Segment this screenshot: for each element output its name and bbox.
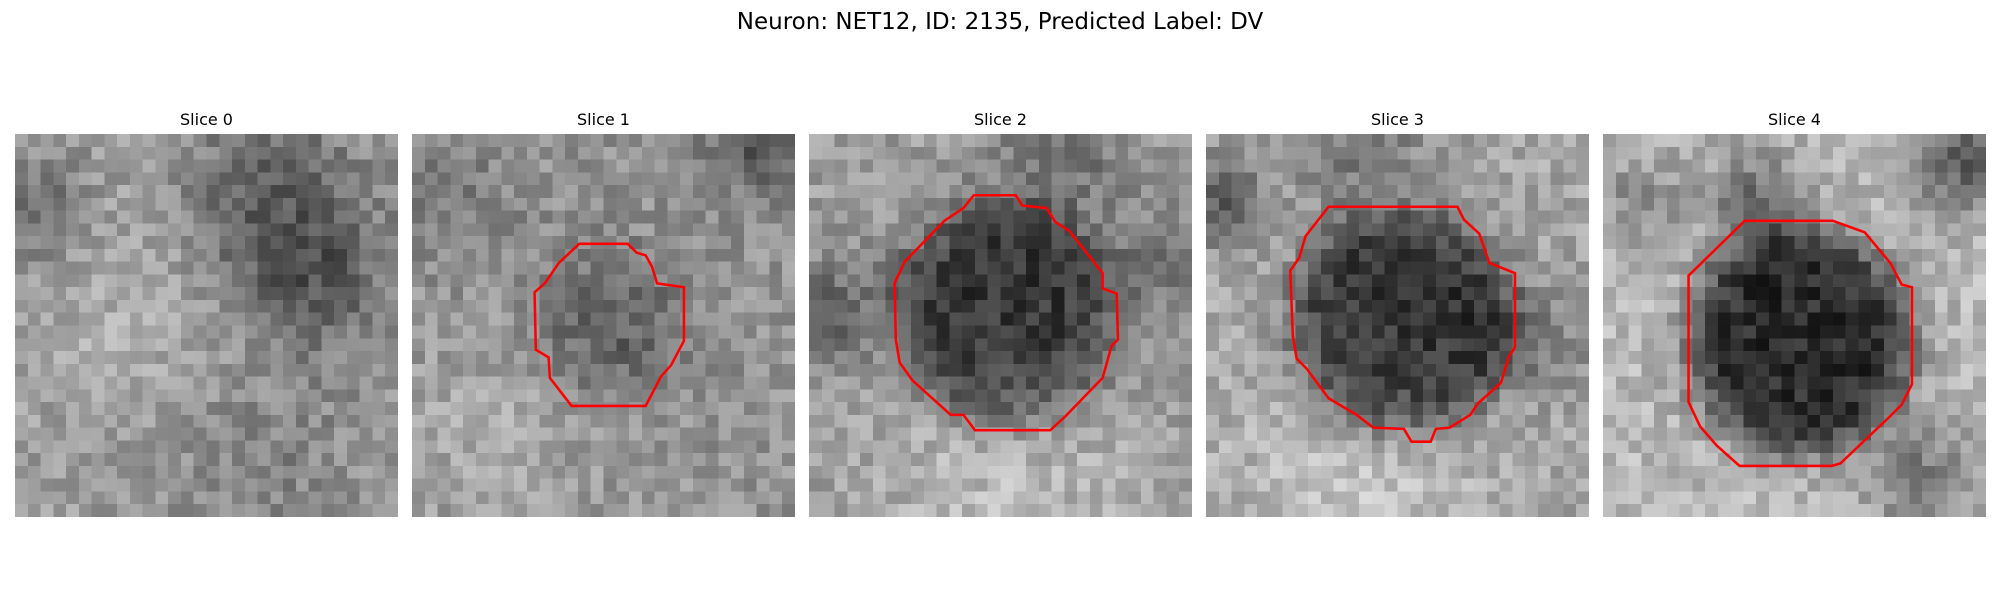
slice-image-0: [15, 134, 398, 517]
slice-image-2: [809, 134, 1192, 517]
slice-title-2: Slice 2: [974, 110, 1027, 129]
slice-title-4: Slice 4: [1768, 110, 1821, 129]
slice-title-3: Slice 3: [1371, 110, 1424, 129]
roi-outline-4: [1687, 219, 1914, 468]
slice-image-4: [1603, 134, 1986, 517]
roi-outline-2: [893, 194, 1120, 432]
slice-title-0: Slice 0: [180, 110, 233, 129]
slice-image-1: [412, 134, 795, 517]
roi-outline-3: [1288, 205, 1517, 443]
slice-title-1: Slice 1: [577, 110, 630, 129]
roi-outline-1: [533, 242, 686, 408]
slice-panel-0: Slice 0: [15, 0, 398, 600]
slice-image-3: [1206, 134, 1589, 517]
slice-panel-2: Slice 2: [809, 0, 1192, 600]
slice-panel-1: Slice 1: [412, 0, 795, 600]
slice-panel-3: Slice 3: [1206, 0, 1589, 600]
slice-panel-4: Slice 4: [1603, 0, 1986, 600]
figure-title: Neuron: NET12, ID: 2135, Predicted Label…: [736, 9, 1264, 35]
